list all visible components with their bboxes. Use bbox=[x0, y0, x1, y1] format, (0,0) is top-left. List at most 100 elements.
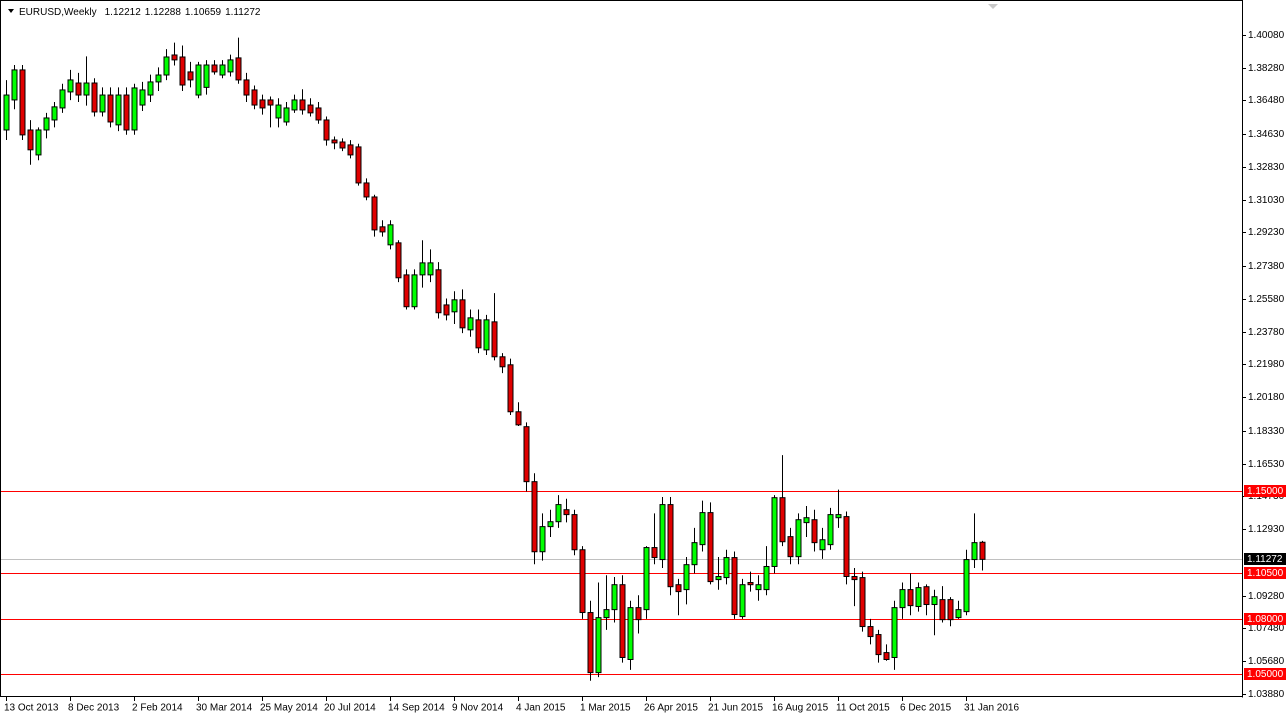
y-tick-label: 1.05680 bbox=[1248, 656, 1285, 667]
x-tick-label: 14 Sep 2014 bbox=[388, 703, 445, 714]
open-value: 1.12212 bbox=[105, 7, 142, 18]
x-tick-label: 2 Feb 2014 bbox=[132, 703, 183, 714]
candle-body bbox=[603, 609, 610, 619]
candle-body bbox=[227, 59, 234, 73]
level-label: 1.15000 bbox=[1247, 486, 1284, 497]
candle-body bbox=[99, 94, 106, 113]
candle-body bbox=[507, 364, 514, 413]
candle-body bbox=[115, 94, 122, 126]
candle-body bbox=[755, 584, 762, 591]
candle-body bbox=[931, 596, 938, 606]
candle-body bbox=[531, 481, 538, 553]
candle-body bbox=[467, 317, 474, 331]
price-axis bbox=[1242, 0, 1287, 721]
low-value: 1.10659 bbox=[185, 7, 222, 18]
candle-body bbox=[75, 82, 82, 96]
candle-body bbox=[859, 577, 866, 628]
price-label-box bbox=[1244, 553, 1286, 565]
candle-body bbox=[267, 99, 274, 106]
plot-frame bbox=[0, 0, 1243, 697]
candle-body bbox=[875, 634, 882, 656]
y-tick-label: 1.20180 bbox=[1248, 392, 1285, 403]
candle-body bbox=[51, 106, 58, 121]
candle-body bbox=[547, 521, 554, 528]
candle-body bbox=[803, 517, 810, 524]
x-tick-label: 4 Jan 2015 bbox=[516, 703, 566, 714]
candle-body bbox=[187, 71, 194, 81]
candle-body bbox=[283, 107, 290, 123]
level-label: 1.08000 bbox=[1247, 614, 1284, 625]
y-tick-label: 1.18330 bbox=[1248, 426, 1285, 437]
candle-body bbox=[19, 69, 26, 136]
y-tick-label: 1.09280 bbox=[1248, 591, 1285, 602]
candle-body bbox=[843, 516, 850, 577]
y-tick-label: 1.12930 bbox=[1248, 524, 1285, 535]
candle-body bbox=[211, 64, 218, 73]
candle-body bbox=[699, 512, 706, 546]
level-label-box bbox=[1244, 485, 1286, 497]
candle-body bbox=[795, 519, 802, 558]
candle-body bbox=[523, 426, 530, 483]
x-tick-label: 25 May 2014 bbox=[260, 703, 318, 714]
candle-body bbox=[379, 226, 386, 233]
candle-body bbox=[179, 56, 186, 86]
candle-body bbox=[883, 652, 890, 661]
candle-body bbox=[403, 274, 410, 308]
scroll-marker bbox=[988, 4, 998, 9]
candle-body bbox=[419, 262, 426, 276]
candle-body bbox=[683, 564, 690, 591]
y-tick-label: 1.16530 bbox=[1248, 459, 1285, 470]
candle-body bbox=[515, 411, 522, 426]
candle-body bbox=[363, 182, 370, 198]
level-label: 1.10500 bbox=[1247, 568, 1284, 579]
candle-body bbox=[355, 146, 362, 184]
y-tick-label: 1.40080 bbox=[1248, 30, 1285, 41]
y-tick-label: 1.29230 bbox=[1248, 227, 1285, 238]
candle-body bbox=[443, 304, 450, 316]
y-tick-label: 1.23780 bbox=[1248, 327, 1285, 338]
candle-body bbox=[307, 104, 314, 114]
y-tick-label: 1.25580 bbox=[1248, 294, 1285, 305]
candle-body bbox=[627, 607, 634, 661]
candle-body bbox=[491, 321, 498, 358]
candle-body bbox=[499, 356, 506, 368]
candle-body bbox=[291, 99, 298, 111]
candle-body bbox=[595, 617, 602, 674]
y-tick-label: 1.27380 bbox=[1248, 261, 1285, 272]
y-tick-label: 1.07480 bbox=[1248, 623, 1285, 634]
candle-body bbox=[899, 589, 906, 609]
candle-body bbox=[563, 509, 570, 516]
candle-body bbox=[771, 497, 778, 567]
candle-body bbox=[251, 89, 258, 106]
candle-body bbox=[643, 547, 650, 611]
candle-body bbox=[11, 69, 18, 101]
candle-body bbox=[891, 607, 898, 658]
candle-body bbox=[851, 575, 858, 581]
candle-body bbox=[371, 196, 378, 231]
candle-body bbox=[619, 584, 626, 658]
level-label-box bbox=[1244, 567, 1286, 579]
candle-body bbox=[331, 139, 338, 144]
menu-arrow bbox=[8, 9, 14, 13]
candle-body bbox=[67, 79, 74, 93]
close-value: 1.11272 bbox=[225, 7, 261, 18]
candle-body bbox=[107, 94, 114, 123]
candle-body bbox=[867, 626, 874, 638]
candle-body bbox=[131, 87, 138, 131]
candle-body bbox=[787, 536, 794, 558]
chart-title: EURUSD,Weekly bbox=[19, 7, 97, 18]
candle-body bbox=[347, 144, 354, 156]
candle-body bbox=[459, 299, 466, 329]
candle-body bbox=[907, 589, 914, 607]
x-tick-label: 16 Aug 2015 bbox=[772, 703, 829, 714]
candle-body bbox=[155, 74, 162, 83]
candle-body bbox=[635, 607, 642, 621]
x-tick-label: 21 Jun 2015 bbox=[708, 703, 763, 714]
candle-body bbox=[195, 64, 202, 96]
candle-body bbox=[299, 99, 306, 111]
candle-body bbox=[971, 542, 978, 561]
candle-body bbox=[435, 269, 442, 314]
candle-body bbox=[923, 586, 930, 606]
x-tick-label: 31 Jan 2016 bbox=[964, 703, 1019, 714]
